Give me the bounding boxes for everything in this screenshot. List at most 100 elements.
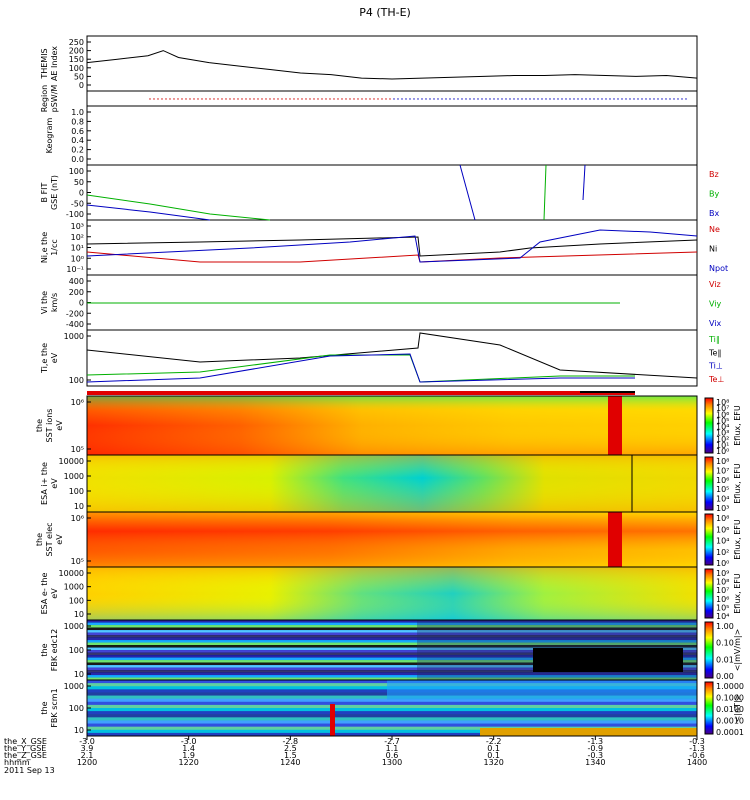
fbk_edc-ytick: 10 (74, 670, 84, 679)
ae-ylabel: THEMIS (40, 48, 49, 79)
region-dot (609, 98, 611, 100)
fbk_scm-ytick: 10 (74, 726, 84, 735)
x-tick-y: 1.4 (182, 744, 195, 753)
sst_ions-cbar-tick: 10⁵ (716, 416, 729, 425)
density-ylabel: Ni,e the (40, 232, 49, 263)
region-dot (217, 98, 219, 100)
region-dot (405, 98, 407, 100)
keogram-ytick: 0.4 (71, 136, 84, 145)
panel-esa_elec: ESA e- the eV1000010001001010⁹10⁸10⁷10⁶10… (40, 566, 742, 621)
region-dot (477, 98, 479, 100)
panel-fbk_scm: the FBK scm1 1000 100 10 1.0000 0.1000 0.0100 0.… (40, 679, 744, 737)
region-dot (309, 98, 311, 100)
region-dot (665, 98, 667, 100)
esa_ions-cbar-tick: 10⁴ (716, 495, 729, 504)
fbk-edc-band (87, 672, 697, 676)
x-tick-t: 1220 (178, 758, 198, 767)
region-dot (473, 98, 475, 100)
fbk_scm-ylabel: the (40, 701, 49, 714)
fbk-scm-band (87, 714, 697, 718)
region-dot (625, 98, 627, 100)
x-tick-t: 1240 (280, 758, 300, 767)
region-dot (617, 98, 619, 100)
ae-ytick: 250 (69, 38, 84, 47)
x-tick-y: -1.3 (689, 744, 705, 753)
sst_ions-ylabel: the (35, 419, 44, 432)
esa_ions-cbar-unit: Eflux, EFU (733, 463, 742, 504)
region-dot (449, 98, 451, 100)
region-dot (497, 98, 499, 100)
fbk-edc-band (87, 655, 697, 658)
fbk-scm-band (87, 732, 697, 737)
esa_ions-cbar-tick: 10³ (716, 504, 729, 513)
fbk-edc-band (87, 632, 697, 636)
region-dot (545, 98, 547, 100)
fbk-edc-band (87, 665, 697, 668)
velocity-ytick: 0 (79, 299, 84, 308)
region-dot (673, 98, 675, 100)
density-ytick: 10³ (71, 222, 84, 231)
region-dot (465, 98, 467, 100)
region-dot (661, 98, 663, 100)
region-dot (349, 98, 351, 100)
esa_ions-cbar-tick: 10⁵ (716, 485, 729, 494)
region-dot (189, 98, 191, 100)
keogram-frame (86, 105, 698, 166)
region-dot (517, 98, 519, 100)
fbk-edc-dark-block (533, 648, 683, 672)
region-dot (653, 98, 655, 100)
fbk-scm-band (87, 704, 697, 709)
region-frame (86, 90, 698, 107)
sst_ions-burst-band (608, 396, 622, 455)
x-tick-x: -2.7 (384, 737, 400, 746)
ae-frame (86, 35, 698, 92)
sst_elec-cbar-tick: 10⁸ (716, 514, 729, 523)
fbk_scm-ytick: 1000 (64, 682, 84, 691)
ae-series-line (86, 50, 698, 80)
npot-trace (86, 229, 698, 263)
esa_elec-cbar-tick: 10⁶ (716, 595, 729, 604)
region-dot (621, 98, 623, 100)
esa_elec-cbar-tick: 10⁵ (716, 603, 729, 612)
region-dot (221, 98, 223, 100)
esa_elec-ytick: 100 (69, 596, 84, 605)
status-bar-red (87, 391, 635, 395)
keogram-ytick: 0.6 (71, 127, 84, 136)
region-dot (433, 98, 435, 100)
temp-legend: Te∥ (708, 348, 721, 357)
fbk-edc-band (87, 627, 697, 631)
sst_elec-ylabel: the (35, 533, 44, 546)
sst_elec-ytick: 10⁶ (71, 514, 84, 523)
fbk-edc-band (87, 642, 697, 646)
region-dot (637, 98, 639, 100)
fbk_edc-cbar-tick: 1.00 (716, 622, 734, 631)
esa_elec-cbar-unit: Eflux, EFU (733, 573, 742, 614)
esa_elec-ylabel: ESA e- the (40, 573, 49, 615)
region-dot (353, 98, 355, 100)
temp-frame (86, 329, 698, 387)
bfield-ytick: -100 (66, 210, 84, 219)
sst_elec-colorbar (704, 513, 714, 566)
region-dot (169, 98, 171, 100)
region-dot (329, 98, 331, 100)
keogram-ytick: 0.0 (71, 155, 84, 164)
sst_ions-ytick: 10⁶ (71, 398, 84, 407)
ni-trace (86, 236, 698, 257)
x-tick-z: 1.5 (284, 751, 297, 760)
region-dot (677, 98, 679, 100)
fbk_edc-colorbar (704, 621, 714, 679)
velocity-legend: Vix (709, 319, 722, 328)
x-tick-t: 1320 (483, 758, 503, 767)
region-dot (601, 98, 603, 100)
temp-legend: Ti⊥ (708, 362, 723, 371)
panel-temp: Ti,e the eV 1000 100 Ti∥ Te∥ Ti⊥ Te⊥ (40, 329, 724, 387)
velocity-legend: Viz (709, 280, 721, 289)
fbk_scm-cbar-tick: 0.0010 (716, 717, 744, 726)
fbk-scm-band (87, 711, 697, 715)
region-dot (157, 98, 159, 100)
by-trace (86, 194, 271, 221)
region-dot (213, 98, 215, 100)
region-dot (393, 98, 395, 100)
